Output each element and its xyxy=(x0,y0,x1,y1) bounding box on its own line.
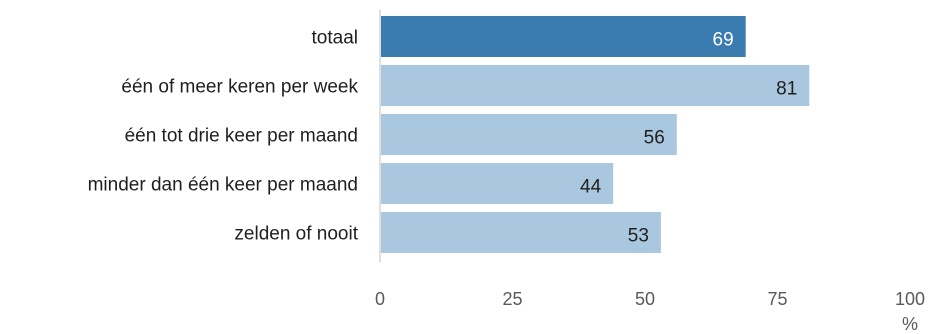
bar-value-label: 69 xyxy=(713,30,734,51)
bar-value-label: 44 xyxy=(580,177,602,198)
x-tick-label: 25 xyxy=(502,289,522,309)
bar-value-label: 81 xyxy=(776,79,797,100)
bar-highlight xyxy=(381,16,746,57)
x-axis-unit-label: % xyxy=(902,314,918,334)
bar-value-label: 53 xyxy=(628,226,649,247)
category-label: totaal xyxy=(312,28,358,49)
bar xyxy=(381,163,614,204)
x-tick-label: 0 xyxy=(375,289,385,309)
category-label: minder dan één keer per maand xyxy=(88,175,358,196)
bar xyxy=(381,114,677,155)
bar xyxy=(381,212,661,253)
x-tick-label: 75 xyxy=(767,289,787,309)
x-axis-ticks: 0 25 50 75 100 xyxy=(375,289,925,309)
category-label: zelden of nooit xyxy=(234,224,358,245)
category-label: één tot drie keer per maand xyxy=(125,126,358,147)
category-label: één of meer keren per week xyxy=(121,77,358,98)
bar xyxy=(381,65,810,106)
bars: 69 81 56 44 53 xyxy=(381,16,810,253)
category-labels: totaal één of meer keren per week één tot … xyxy=(88,28,359,245)
x-tick-label: 100 xyxy=(895,289,925,309)
bar-value-label: 56 xyxy=(644,128,665,149)
x-tick-label: 50 xyxy=(635,289,655,309)
